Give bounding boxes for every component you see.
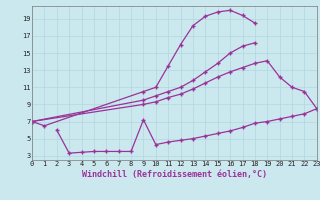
X-axis label: Windchill (Refroidissement éolien,°C): Windchill (Refroidissement éolien,°C) — [82, 170, 267, 179]
